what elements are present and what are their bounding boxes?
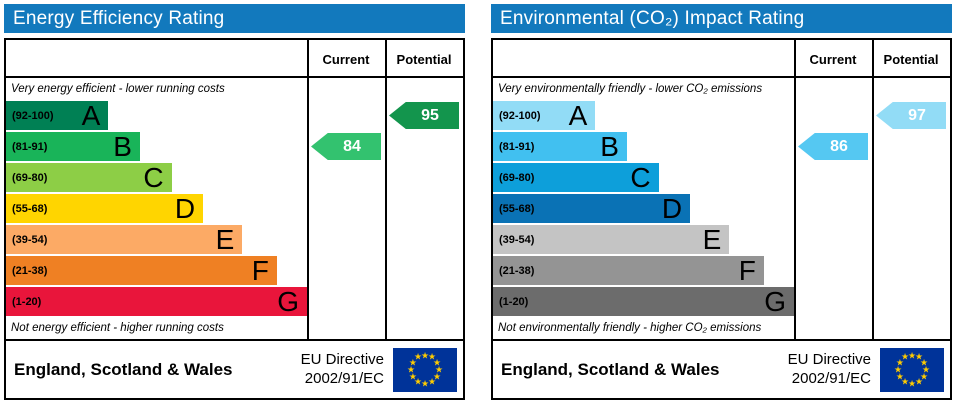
- band-d-letter: D: [174, 192, 196, 224]
- band-g-range-label: (1-20): [499, 295, 529, 308]
- band-d-letter: D: [661, 192, 683, 224]
- band-f-letter: F: [251, 254, 269, 286]
- band-b-row: (81-91) B: [493, 132, 627, 161]
- current-rating-arrow: 86: [798, 133, 868, 160]
- band-f-row: (21-38) F: [493, 256, 764, 285]
- environmental-panel-body: Current Potential Very environmentally f…: [491, 38, 952, 400]
- band-d-row: (55-68) D: [493, 192, 691, 224]
- potential-rating-arrow: 95: [389, 102, 459, 129]
- band-d-range-label: (55-68): [12, 202, 48, 215]
- eu-directive-line1: EU Directive: [300, 350, 384, 368]
- band-b-letter: B: [113, 130, 132, 162]
- eu-flag-icon: ★ ★ ★ ★ ★ ★ ★ ★ ★ ★ ★ ★: [393, 347, 457, 392]
- band-c-row: (69-80) C: [6, 163, 172, 192]
- potential-rating-arrow: 97: [876, 102, 946, 129]
- environmental-rating-grid: Current Potential Very environmentally f…: [493, 40, 950, 339]
- top-caption: Very energy efficient - lower running co…: [11, 83, 225, 95]
- eu-directive-line2: 2002/91/EC: [791, 369, 871, 387]
- band-c-range-label: (69-80): [499, 171, 535, 184]
- band-g-row: (1-20) G: [6, 287, 307, 316]
- current-rating-arrow: 84: [311, 133, 381, 160]
- current-column-divider: [307, 40, 385, 339]
- region-label: England, Scotland & Wales: [14, 359, 233, 379]
- potential-column-divider: [872, 40, 950, 339]
- band-c-row: (69-80) C: [493, 163, 659, 192]
- energy-panel-body: Current Potential Very energy efficient …: [4, 38, 465, 400]
- band-b-row: (81-91) B: [6, 132, 140, 161]
- bottom-caption: Not energy efficient - higher running co…: [11, 322, 224, 334]
- band-d-row: (55-68) D: [6, 192, 204, 224]
- eu-directive-label: EU Directive 2002/91/EC: [301, 351, 384, 389]
- environmental-impact-panel: Environmental (CO₂) Impact Rating Curren…: [491, 4, 952, 400]
- band-g-row: (1-20) G: [493, 287, 794, 316]
- eu-directive-label: EU Directive 2002/91/EC: [788, 351, 871, 389]
- band-e-range-label: (39-54): [499, 233, 535, 246]
- band-c-letter: C: [630, 161, 651, 193]
- band-b-letter: B: [600, 130, 619, 162]
- potential-column-header: Potential: [883, 51, 939, 67]
- band-e-letter: E: [702, 223, 722, 255]
- band-a-row: (92-100) A: [493, 99, 596, 131]
- energy-rating-grid: Current Potential Very energy efficient …: [6, 40, 463, 339]
- band-g-letter: G: [277, 285, 299, 317]
- eu-flag-icon: ★ ★ ★ ★ ★ ★ ★ ★ ★ ★ ★ ★: [880, 347, 944, 392]
- band-g-range-label: (1-20): [12, 295, 42, 308]
- potential-column-divider: [385, 40, 463, 339]
- band-a-range-label: (92-100): [499, 109, 541, 122]
- band-a-letter: A: [568, 99, 588, 131]
- band-a-range-label: (92-100): [12, 109, 54, 122]
- band-a-row: (92-100) A: [6, 99, 109, 131]
- band-e-row: (39-54) E: [6, 223, 243, 255]
- band-f-range-label: (21-38): [12, 264, 48, 277]
- band-e-letter: E: [215, 223, 235, 255]
- band-e-row: (39-54) E: [493, 223, 730, 255]
- band-a-letter: A: [81, 99, 101, 131]
- top-caption: Very environmentally friendly - lower CO…: [498, 83, 763, 95]
- eu-directive-line1: EU Directive: [787, 350, 871, 368]
- band-b-range-label: (81-91): [499, 140, 535, 153]
- band-c-range-label: (69-80): [12, 171, 48, 184]
- band-g-letter: G: [764, 285, 786, 317]
- energy-panel-footer: England, Scotland & Wales EU Directive 2…: [6, 339, 463, 398]
- band-c-letter: C: [143, 161, 164, 193]
- eu-directive-line2: 2002/91/EC: [304, 369, 384, 387]
- bottom-caption: Not environmentally friendly - higher CO…: [498, 322, 762, 334]
- energy-efficiency-panel: Energy Efficiency Rating Current Potenti…: [4, 4, 465, 400]
- region-label: England, Scotland & Wales: [501, 359, 720, 379]
- band-e-range-label: (39-54): [12, 233, 48, 246]
- potential-column-header: Potential: [396, 51, 452, 67]
- energy-panel-title: Energy Efficiency Rating: [4, 4, 465, 33]
- band-f-row: (21-38) F: [6, 256, 277, 285]
- current-column-header: Current: [809, 51, 857, 67]
- band-f-letter: F: [738, 254, 756, 286]
- band-b-range-label: (81-91): [12, 140, 48, 153]
- environmental-panel-footer: England, Scotland & Wales EU Directive 2…: [493, 339, 950, 398]
- current-column-divider: [794, 40, 872, 339]
- band-d-range-label: (55-68): [499, 202, 535, 215]
- environmental-panel-title: Environmental (CO₂) Impact Rating: [491, 4, 952, 33]
- current-column-header: Current: [322, 51, 370, 67]
- band-f-range-label: (21-38): [499, 264, 535, 277]
